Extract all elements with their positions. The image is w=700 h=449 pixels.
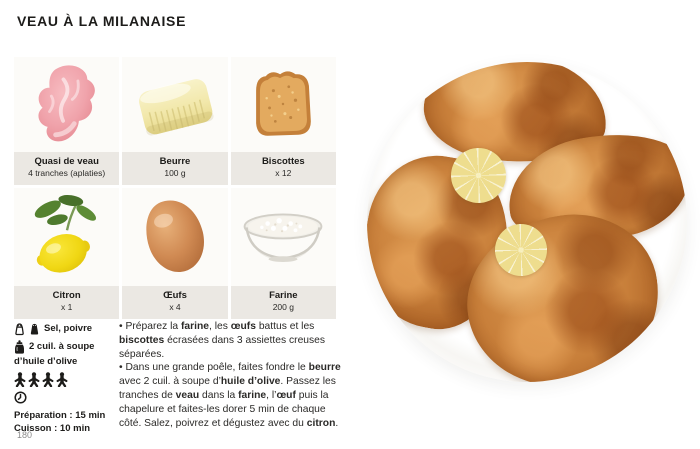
flour-bowl-icon bbox=[243, 213, 323, 262]
ingredient-ref: biscottes bbox=[119, 334, 165, 346]
ingredient-name: Œufs bbox=[163, 290, 187, 301]
dish-photo bbox=[367, 62, 687, 382]
ingredient-name: Citron bbox=[52, 290, 81, 301]
ingredient-card-oeufs: Œufs x 4 bbox=[122, 188, 228, 319]
instruction-text: dans la bbox=[199, 389, 239, 401]
ingredient-label: Farine 200 g bbox=[230, 286, 336, 319]
ingredient-ref: veau bbox=[175, 389, 200, 401]
ingredient-card-citron: Citron x 1 bbox=[14, 188, 120, 319]
instruction-text: , les bbox=[209, 321, 231, 332]
ingredient-label: Quasi de veau 4 tranches (aplaties) bbox=[14, 152, 120, 185]
clock-icon bbox=[14, 391, 27, 404]
ingredient-qty: 4 tranches (aplaties) bbox=[28, 168, 106, 178]
instruction-paragraph: • Préparez la farine, les œufs battus et… bbox=[119, 320, 343, 361]
pepper-shaker-icon bbox=[30, 323, 39, 335]
ingredient-qty: x 12 bbox=[275, 168, 292, 178]
lemon-slice bbox=[495, 224, 547, 276]
ingredient-label: Citron x 1 bbox=[14, 286, 120, 319]
rusk-icon bbox=[256, 70, 312, 136]
ingredient-qty: x 1 bbox=[60, 302, 73, 312]
instruction-text: , l’ bbox=[266, 389, 277, 401]
oil-quantity-line1: 2 cuil. à soupe bbox=[29, 341, 95, 352]
lemon-slice bbox=[451, 148, 506, 203]
ingredient-card-biscottes: Biscottes x 12 bbox=[230, 57, 336, 185]
instruction-text: battus et les bbox=[255, 321, 315, 332]
cook-time-label: Cuisson : 10 min bbox=[14, 423, 91, 434]
ingredient-name: Biscottes bbox=[261, 156, 305, 167]
seasoning-label: Sel, poivre bbox=[44, 323, 93, 334]
page-title: VEAU À LA MILANAISE bbox=[17, 13, 187, 29]
ingredient-label: Œufs x 4 bbox=[122, 286, 228, 319]
ingredient-ref: citron bbox=[306, 417, 336, 429]
lemon-icon bbox=[34, 195, 96, 273]
salt-shaker-icon bbox=[15, 323, 24, 336]
servings-icons bbox=[14, 372, 118, 387]
instructions: • Préparez la farine, les œufs battus et… bbox=[119, 320, 343, 430]
page-number: 180 bbox=[17, 430, 33, 440]
instruction-text: . bbox=[335, 417, 339, 429]
ingredient-label: Biscottes x 12 bbox=[230, 152, 336, 185]
veal-slice-icon bbox=[38, 64, 95, 141]
person-icon bbox=[42, 372, 54, 387]
ingredient-ref: huile d’olive bbox=[220, 376, 281, 388]
prep-time-label: Préparation : 15 min bbox=[14, 410, 106, 421]
oil-quantity-line2: d’huile d’olive bbox=[14, 356, 78, 367]
instruction-text: . Passez les tranches de bbox=[119, 376, 336, 401]
ingredient-qty: x 4 bbox=[169, 302, 181, 312]
instruction-text: • Préparez la bbox=[119, 321, 181, 332]
recipe-info: Sel, poivre 2 cuil. à soupe d’huile d’ol… bbox=[14, 322, 118, 435]
ingredient-name: Beurre bbox=[159, 156, 191, 167]
ingredient-ref: farine bbox=[180, 321, 210, 332]
ingredient-name: Farine bbox=[269, 290, 298, 301]
person-icon bbox=[14, 372, 26, 387]
seasoning-row: Sel, poivre bbox=[14, 322, 118, 336]
ingredient-ref: œufs bbox=[230, 321, 256, 332]
ingredient-qty: 200 g bbox=[272, 302, 294, 312]
instruction-paragraph: • Dans une grande poêle, faites fondre l… bbox=[119, 361, 343, 430]
ingredient-ref: farine bbox=[238, 389, 267, 401]
oil-row: 2 cuil. à soupe bbox=[14, 340, 118, 354]
ingredient-label: Beurre 100 g bbox=[122, 152, 228, 185]
ingredient-qty: 100 g bbox=[164, 168, 186, 178]
ingredient-card-farine: Farine 200 g bbox=[230, 188, 336, 319]
instruction-text: puis la chapelure et faites-les dorer 5 … bbox=[119, 389, 329, 429]
oil-jar-icon bbox=[15, 340, 24, 354]
instruction-text: avec 2 cuil. à soupe d’ bbox=[119, 376, 221, 388]
ingredient-name: Quasi de veau bbox=[34, 156, 99, 167]
person-icon bbox=[56, 372, 68, 387]
ingredient-card-veau: Quasi de veau 4 tranches (aplaties) bbox=[14, 57, 120, 185]
person-icon bbox=[28, 372, 40, 387]
butter-icon bbox=[139, 78, 214, 135]
ingredient-grid: Quasi de veau 4 tranches (aplaties) bbox=[14, 57, 336, 319]
ingredient-ref: œuf bbox=[276, 389, 296, 401]
egg-icon bbox=[146, 200, 204, 272]
ingredient-card-beurre: Beurre 100 g bbox=[122, 57, 228, 185]
instruction-text: écrasées dans 3 assiettes creuses séparé… bbox=[119, 334, 326, 360]
instruction-text: • Dans une grande poêle, faites fondre l… bbox=[119, 362, 309, 374]
ingredient-ref: beurre bbox=[308, 362, 341, 374]
